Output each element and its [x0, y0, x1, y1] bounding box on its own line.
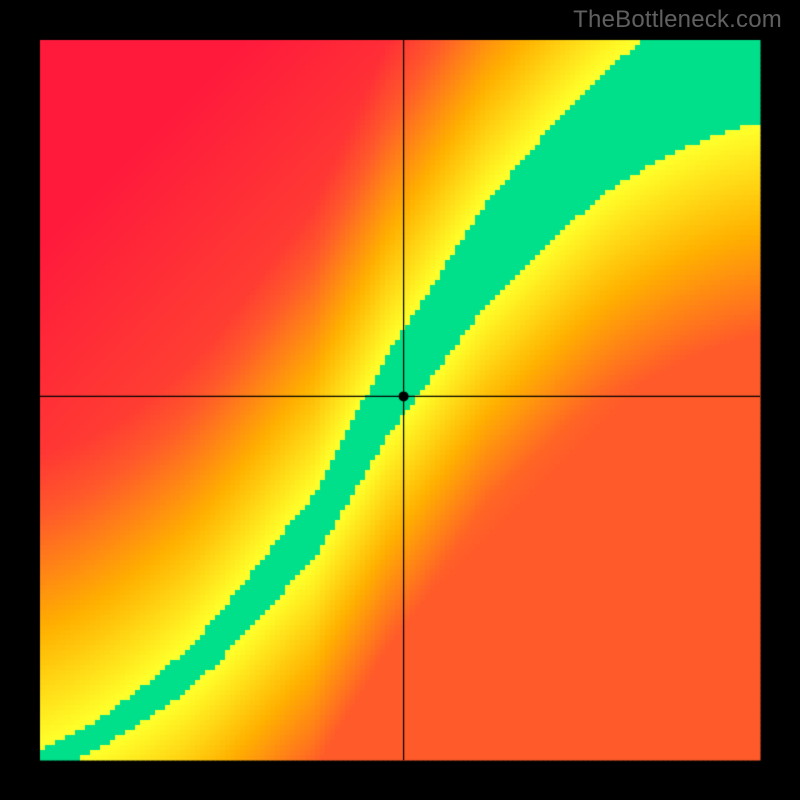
watermark-text: TheBottleneck.com — [573, 6, 782, 34]
heatmap-canvas — [0, 0, 800, 800]
chart-container: TheBottleneck.com — [0, 0, 800, 800]
